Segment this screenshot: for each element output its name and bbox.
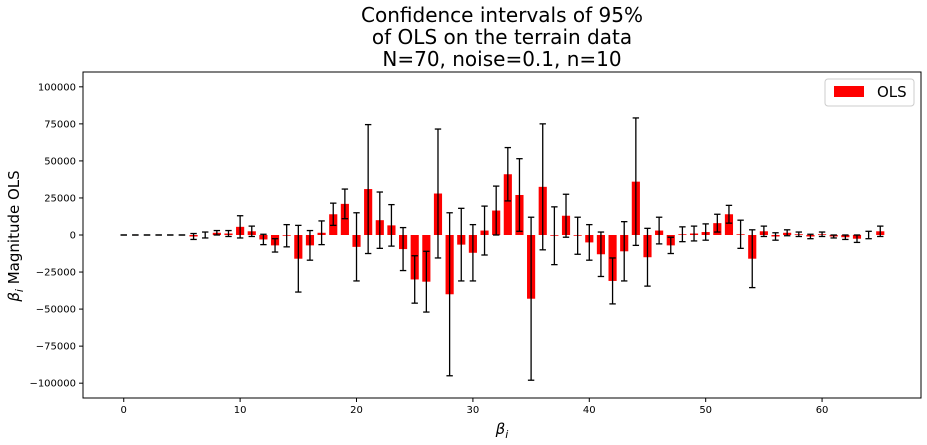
axis-ticks: 0 10 20 30 40 50 60 −100000 −75000 −50000 −25000 0 2… bbox=[29, 82, 828, 416]
x-tick-label: 30 bbox=[467, 405, 480, 416]
y-tick-label: 0 bbox=[70, 231, 76, 242]
x-tick-label: 10 bbox=[234, 405, 247, 416]
y-tick-label: 75000 bbox=[44, 119, 76, 130]
chart-title-line-1: Confidence intervals of 95% bbox=[361, 3, 643, 27]
y-tick-label: −100000 bbox=[29, 379, 76, 390]
y-tick-label: 25000 bbox=[44, 193, 76, 204]
x-tick-label: 50 bbox=[699, 405, 712, 416]
bar bbox=[340, 203, 349, 235]
y-axis-label: βi Magnitude OLS bbox=[5, 170, 26, 302]
legend: OLS bbox=[824, 78, 915, 107]
chart-title-line-2: of OLS on the terrain data bbox=[372, 25, 632, 49]
chart-title-line-3: N=70, noise=0.1, n=10 bbox=[382, 47, 621, 71]
y-tick-label: 50000 bbox=[44, 156, 76, 167]
y-tick-label: −75000 bbox=[36, 342, 76, 353]
x-tick-label: 0 bbox=[121, 405, 127, 416]
legend-swatch-ols bbox=[834, 86, 864, 97]
bar bbox=[724, 214, 734, 235]
y-axis-label-symbol: β bbox=[5, 292, 23, 303]
bar bbox=[503, 174, 512, 235]
x-axis-label-symbol: β bbox=[495, 420, 506, 438]
y-axis-label-subscript: i bbox=[13, 289, 26, 292]
x-tick-label: 20 bbox=[350, 405, 363, 416]
y-tick-label: −25000 bbox=[36, 268, 76, 279]
legend-box bbox=[824, 78, 915, 107]
y-tick-label: −50000 bbox=[36, 305, 76, 316]
x-axis-label-subscript: i bbox=[505, 428, 508, 441]
legend-label-ols: OLS bbox=[877, 83, 907, 101]
x-tick-label: 60 bbox=[816, 405, 829, 416]
y-axis-label-text: Magnitude OLS bbox=[5, 170, 23, 289]
x-axis-label: βi bbox=[495, 420, 509, 441]
x-tick-label: 40 bbox=[583, 405, 596, 416]
y-tick-label: 100000 bbox=[38, 82, 76, 93]
plot-frame bbox=[82, 71, 922, 399]
chart-title: Confidence intervals of 95% of OLS on th… bbox=[361, 3, 643, 71]
plot-marks bbox=[119, 117, 885, 381]
